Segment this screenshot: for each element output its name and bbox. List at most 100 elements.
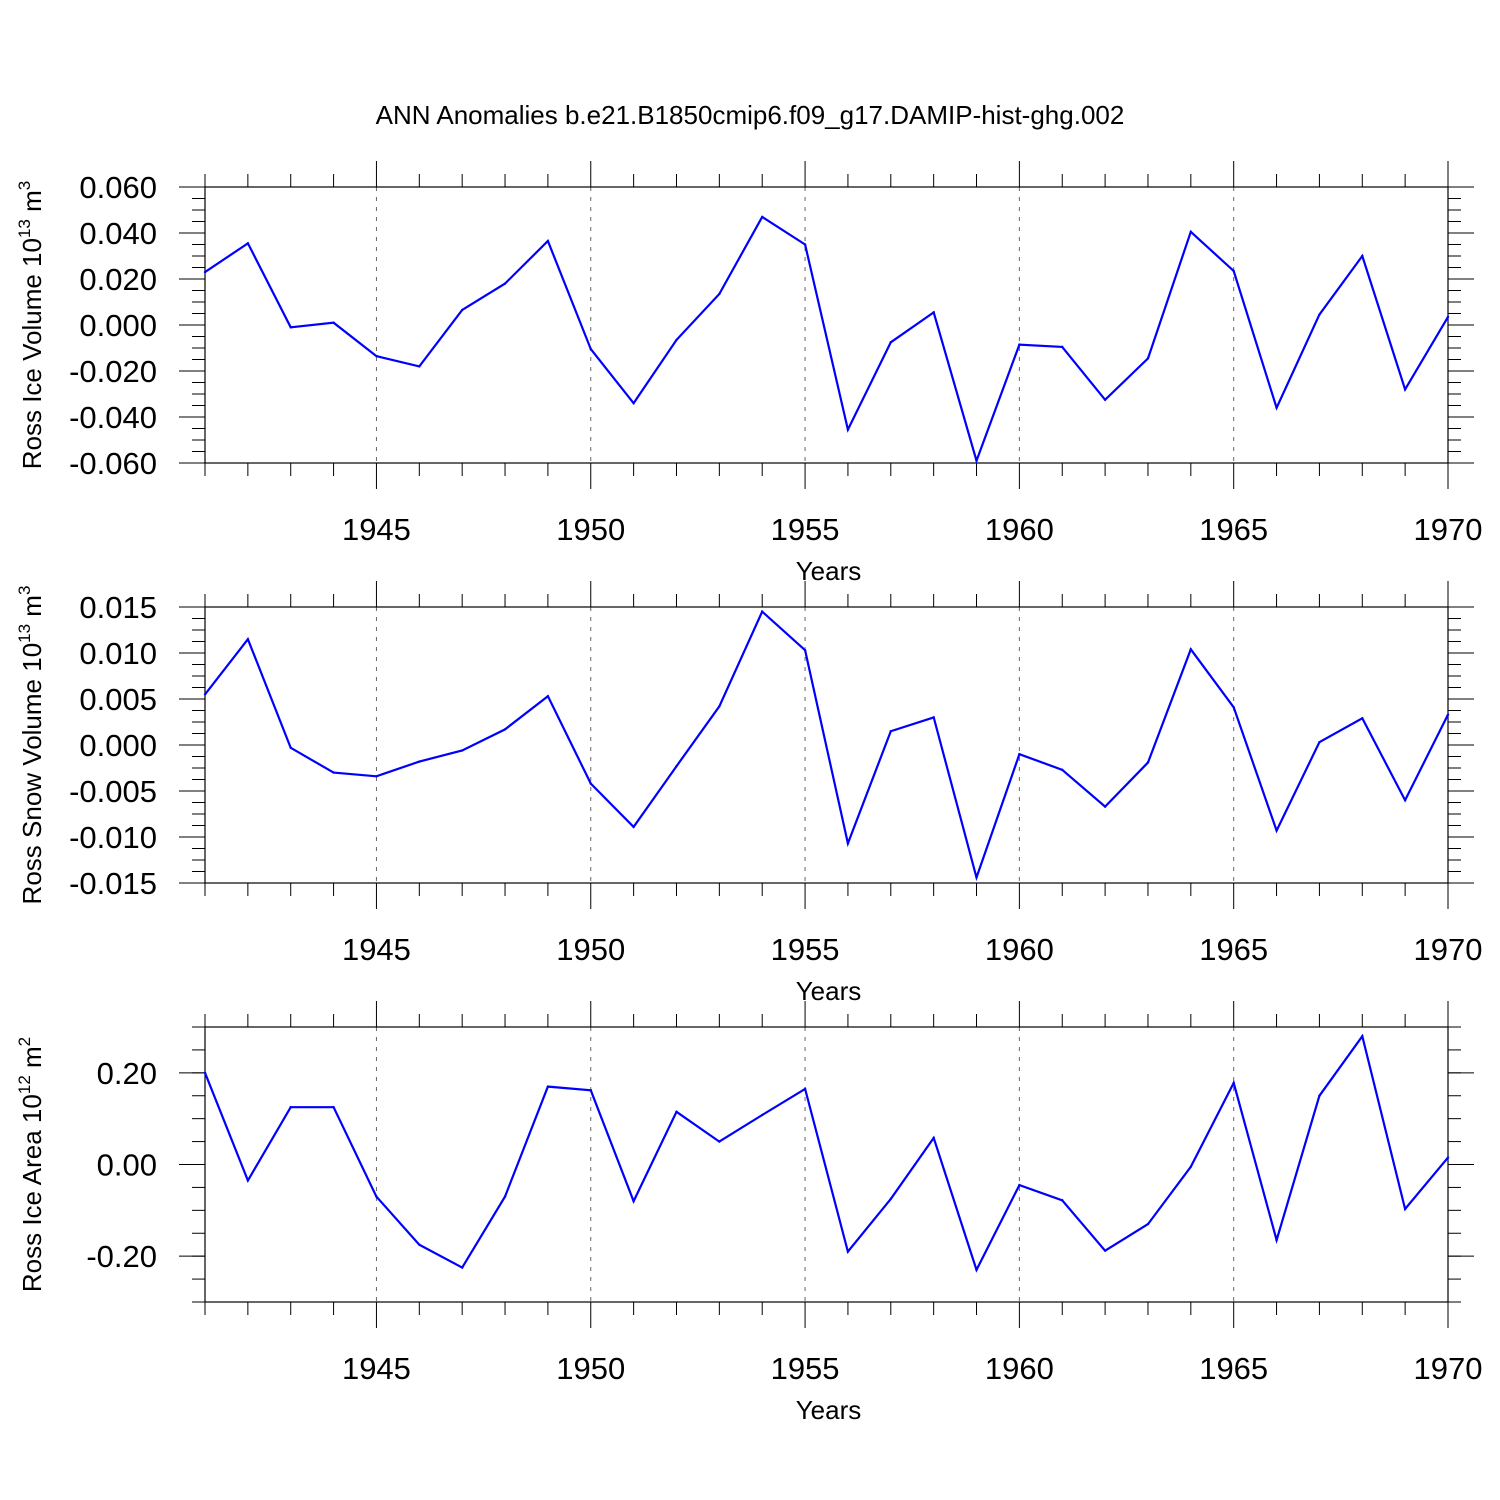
- y-axis-label-superscript: 3: [15, 586, 34, 595]
- x-tick-label: 1955: [771, 512, 840, 547]
- y-axis-label-superscript: 2: [15, 1037, 34, 1046]
- data-point: [246, 1179, 250, 1182]
- y-axis-label-superscript: 3: [15, 181, 34, 190]
- y-tick-label: -0.015: [69, 866, 157, 901]
- data-point: [1189, 1165, 1193, 1168]
- chart-panel-3: -0.20 0.00 0.20 1945 1950 1955 1960 1965 1970 Yea…: [15, 1001, 1482, 1425]
- data-point: [889, 341, 892, 344]
- y-axis-label-superscript: 13: [15, 219, 34, 238]
- data-point: [1446, 1156, 1450, 1159]
- y-tick-label: 0.00: [97, 1148, 157, 1183]
- y-axis-label: Ross Snow Volume 1013 m3: [15, 586, 47, 905]
- data-point: [289, 746, 292, 749]
- data-point: [289, 326, 292, 329]
- data-point: [1232, 706, 1235, 709]
- data-point: [375, 354, 378, 358]
- data-point: [1232, 269, 1235, 273]
- data-point: [932, 311, 935, 314]
- data-point: [203, 270, 207, 274]
- data-point: [718, 705, 721, 708]
- y-axis-label: Ross Ice Area 1012 m2: [15, 1037, 47, 1292]
- y-tick-label: -0.20: [86, 1239, 157, 1274]
- data-point: [675, 1110, 678, 1113]
- data-point: [1403, 799, 1407, 802]
- data-point: [1189, 648, 1193, 651]
- y-tick-label: -0.005: [69, 774, 157, 809]
- data-point: [1446, 713, 1450, 716]
- data-point: [1361, 1034, 1364, 1038]
- y-tick-label: 0.005: [79, 682, 157, 717]
- y-axis-label-text: Ross Ice Volume 10: [17, 238, 47, 469]
- data-point: [803, 243, 807, 246]
- x-tick-label: 1955: [771, 1351, 840, 1386]
- data-point: [975, 876, 978, 879]
- data-point: [246, 242, 250, 245]
- x-axis-label: Years: [796, 976, 862, 1006]
- x-tick-label: 1950: [556, 1351, 625, 1386]
- data-point: [460, 1266, 464, 1269]
- x-tick-label: 1945: [342, 512, 411, 547]
- data-point: [1018, 343, 1021, 346]
- x-tick-label: 1945: [342, 1351, 411, 1386]
- x-axis-label: Years: [796, 1395, 862, 1425]
- data-point: [1318, 1094, 1321, 1097]
- x-tick-label: 1950: [556, 932, 625, 967]
- data-point: [1061, 768, 1064, 772]
- y-axis-label-text: Ross Snow Volume 10: [17, 643, 47, 905]
- data-point: [718, 292, 721, 296]
- data-point: [1061, 1199, 1064, 1202]
- data-point: [1146, 761, 1150, 764]
- x-tick-label: 1965: [1199, 932, 1268, 967]
- data-point: [932, 1136, 935, 1140]
- data-point: [718, 1140, 721, 1143]
- x-tick-label: 1945: [342, 932, 411, 967]
- data-point: [1146, 1222, 1150, 1226]
- data-point: [846, 842, 850, 845]
- data-point: [203, 693, 207, 696]
- data-point: [1018, 753, 1021, 756]
- data-point: [803, 649, 807, 652]
- y-axis-label-text: Ross Ice Area 10: [17, 1094, 47, 1292]
- x-tick-label: 1960: [985, 1351, 1054, 1386]
- figure-title: ANN Anomalies b.e21.B1850cmip6.f09_g17.D…: [376, 100, 1125, 130]
- data-point: [375, 775, 378, 778]
- x-tick-label: 1965: [1199, 1351, 1268, 1386]
- data-point: [889, 730, 892, 733]
- data-point: [1403, 1207, 1407, 1211]
- y-axis-label-superscript: 12: [15, 1075, 34, 1094]
- data-point: [1103, 805, 1107, 808]
- data-point: [632, 1199, 635, 1203]
- data-point: [546, 695, 550, 698]
- data-point: [503, 282, 507, 285]
- data-point: [375, 1195, 378, 1198]
- data-point: [1318, 313, 1321, 316]
- data-point: [1103, 1249, 1107, 1252]
- x-tick-label: 1950: [556, 512, 625, 547]
- data-point: [761, 215, 764, 219]
- data-point: [503, 1195, 507, 1198]
- y-tick-label: 0.20: [97, 1056, 157, 1091]
- data-point: [846, 1250, 850, 1253]
- data-point: [460, 749, 464, 752]
- data-point: [803, 1087, 807, 1091]
- y-tick-label: -0.020: [69, 354, 157, 389]
- data-point: [675, 764, 678, 768]
- data-series-line: [203, 1033, 1449, 1273]
- data-point: [632, 825, 635, 829]
- data-point: [332, 771, 335, 774]
- data-point: [1318, 741, 1321, 744]
- plot-frame: [204, 186, 1449, 464]
- data-point: [289, 1106, 292, 1109]
- y-tick-label: 0.000: [79, 728, 157, 763]
- data-point: [975, 1268, 978, 1272]
- data-point: [889, 1197, 892, 1201]
- data-point: [332, 321, 335, 324]
- data-point: [246, 638, 250, 641]
- data-point: [1361, 254, 1364, 258]
- data-point: [761, 1113, 764, 1117]
- data-point: [761, 610, 764, 613]
- data-point: [1061, 345, 1064, 349]
- x-tick-label: 1970: [1414, 512, 1483, 547]
- data-point: [1232, 1081, 1235, 1085]
- data-point: [1103, 398, 1107, 401]
